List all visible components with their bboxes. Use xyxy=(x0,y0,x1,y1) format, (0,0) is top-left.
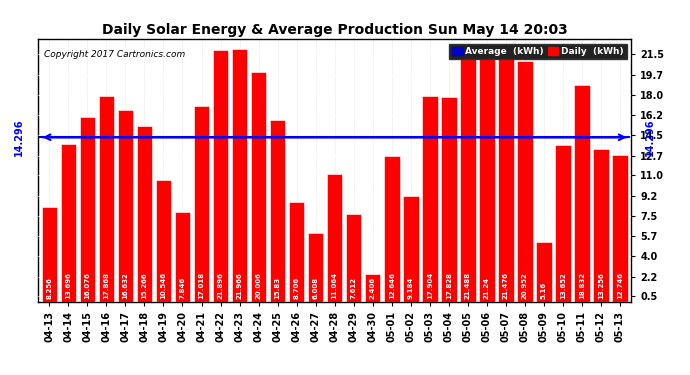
Bar xyxy=(137,126,152,302)
Bar xyxy=(593,149,609,302)
Bar xyxy=(346,214,362,302)
Bar xyxy=(213,50,228,302)
Bar xyxy=(308,233,324,302)
Bar xyxy=(175,211,190,302)
Text: 17.018: 17.018 xyxy=(199,272,204,299)
Bar xyxy=(156,180,171,302)
Text: 16.076: 16.076 xyxy=(84,272,90,299)
Bar xyxy=(99,96,115,302)
Bar xyxy=(555,145,571,302)
Bar xyxy=(384,156,400,302)
Bar xyxy=(289,202,304,302)
Text: 20.952: 20.952 xyxy=(522,272,528,299)
Bar xyxy=(250,72,266,302)
Bar xyxy=(612,155,628,302)
Text: 8.256: 8.256 xyxy=(46,277,52,299)
Text: 20.006: 20.006 xyxy=(255,272,262,299)
Text: 13.652: 13.652 xyxy=(560,272,566,299)
Bar xyxy=(41,207,57,302)
Bar xyxy=(498,55,513,302)
Text: 13.256: 13.256 xyxy=(598,272,604,299)
Text: 9.184: 9.184 xyxy=(408,277,414,299)
Text: 15.83: 15.83 xyxy=(275,277,281,299)
Bar xyxy=(117,110,133,302)
Text: 7.612: 7.612 xyxy=(351,277,357,299)
Bar xyxy=(441,97,457,302)
Text: 11.064: 11.064 xyxy=(332,272,337,299)
Bar xyxy=(365,274,380,302)
Bar xyxy=(79,117,95,302)
Title: Daily Solar Energy & Average Production Sun May 14 20:03: Daily Solar Energy & Average Production … xyxy=(101,23,567,37)
Text: 5.16: 5.16 xyxy=(541,282,547,299)
Text: 21.488: 21.488 xyxy=(465,272,471,299)
Text: 10.546: 10.546 xyxy=(161,272,166,299)
Bar xyxy=(574,85,590,302)
Legend: Average  (kWh), Daily  (kWh): Average (kWh), Daily (kWh) xyxy=(448,44,627,59)
Text: 2.406: 2.406 xyxy=(370,277,375,299)
Text: 21.476: 21.476 xyxy=(503,272,509,299)
Text: Copyright 2017 Cartronics.com: Copyright 2017 Cartronics.com xyxy=(44,50,185,59)
Bar xyxy=(403,196,419,302)
Text: 16.632: 16.632 xyxy=(122,272,128,299)
Text: 7.846: 7.846 xyxy=(179,277,186,299)
Text: 17.904: 17.904 xyxy=(426,272,433,299)
Text: 12.646: 12.646 xyxy=(388,272,395,299)
Text: 14.296: 14.296 xyxy=(645,118,656,156)
Text: 21.966: 21.966 xyxy=(237,272,243,299)
Bar xyxy=(536,243,552,302)
Bar xyxy=(232,49,247,302)
Bar xyxy=(327,174,342,302)
Text: 12.746: 12.746 xyxy=(617,272,623,299)
Text: 17.828: 17.828 xyxy=(446,272,452,299)
Text: 14.296: 14.296 xyxy=(14,118,24,156)
Bar xyxy=(517,61,533,302)
Bar xyxy=(270,120,286,302)
Bar xyxy=(460,54,475,302)
Text: 21.896: 21.896 xyxy=(217,272,224,299)
Text: 17.868: 17.868 xyxy=(104,272,110,299)
Text: 18.832: 18.832 xyxy=(579,272,585,299)
Text: 13.696: 13.696 xyxy=(66,272,71,299)
Text: 6.008: 6.008 xyxy=(313,277,319,299)
Bar xyxy=(61,144,76,302)
Bar xyxy=(422,96,437,302)
Text: 8.706: 8.706 xyxy=(294,277,299,299)
Text: 15.266: 15.266 xyxy=(141,272,148,299)
Bar xyxy=(194,106,209,302)
Text: 21.24: 21.24 xyxy=(484,277,490,299)
Bar xyxy=(479,57,495,302)
